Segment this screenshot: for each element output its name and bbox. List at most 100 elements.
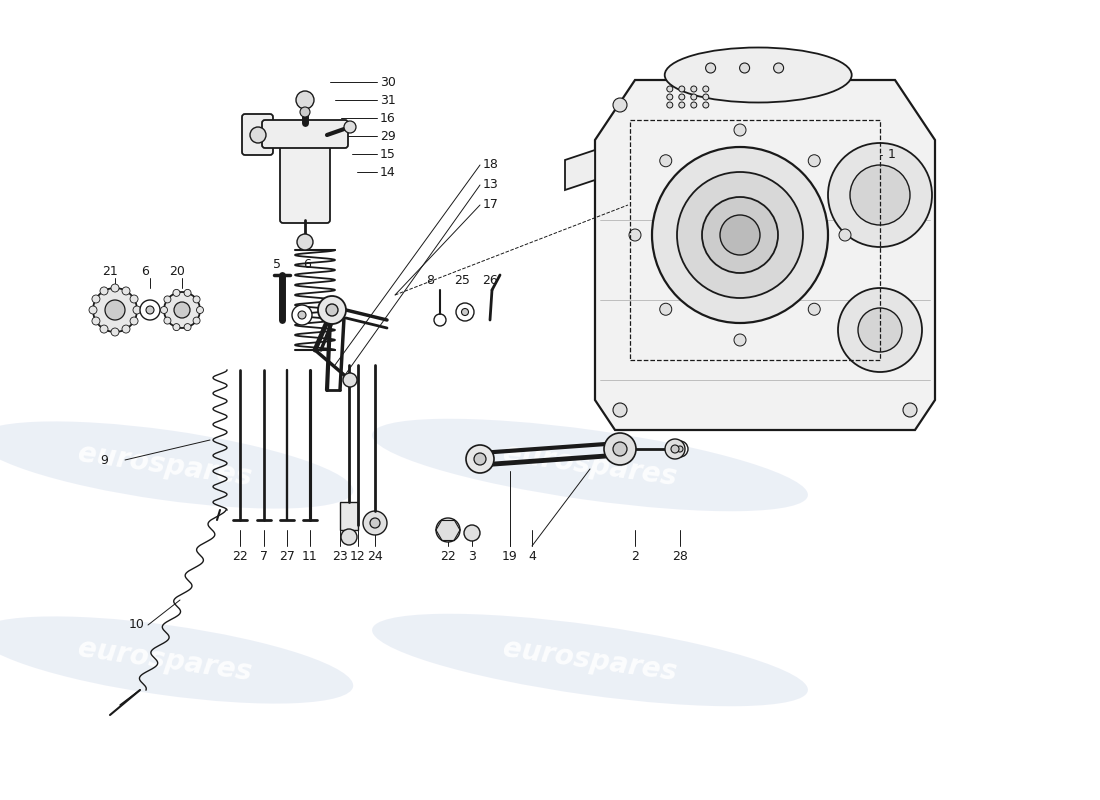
Circle shape: [146, 306, 154, 314]
Circle shape: [130, 317, 139, 325]
Text: 13: 13: [483, 178, 498, 191]
Text: eurospares: eurospares: [76, 439, 254, 491]
Bar: [340, 502, 358, 530]
Text: 9: 9: [100, 454, 108, 466]
Circle shape: [667, 94, 673, 100]
Text: 15: 15: [379, 147, 396, 161]
Circle shape: [739, 63, 749, 73]
Circle shape: [703, 94, 708, 100]
Circle shape: [100, 287, 108, 295]
Circle shape: [702, 197, 778, 273]
Circle shape: [456, 303, 474, 321]
Circle shape: [858, 308, 902, 352]
Circle shape: [197, 306, 204, 314]
Circle shape: [734, 124, 746, 136]
Text: 4: 4: [528, 550, 536, 563]
Circle shape: [679, 86, 685, 92]
Circle shape: [679, 94, 685, 100]
Circle shape: [613, 403, 627, 417]
Text: 3: 3: [469, 550, 476, 563]
Circle shape: [184, 324, 191, 330]
Circle shape: [92, 317, 100, 325]
Text: 16: 16: [379, 111, 396, 125]
Text: 14: 14: [379, 166, 396, 178]
Circle shape: [292, 305, 312, 325]
Circle shape: [164, 296, 170, 303]
Circle shape: [629, 229, 641, 241]
Circle shape: [691, 94, 696, 100]
Circle shape: [111, 284, 119, 292]
Circle shape: [850, 165, 910, 225]
Text: 5: 5: [273, 258, 280, 271]
Polygon shape: [565, 150, 595, 190]
Circle shape: [297, 234, 313, 250]
Circle shape: [839, 229, 851, 241]
Circle shape: [667, 102, 673, 108]
Circle shape: [326, 304, 338, 316]
Circle shape: [705, 63, 716, 73]
Text: 11: 11: [302, 550, 318, 563]
Circle shape: [672, 441, 688, 457]
Circle shape: [676, 172, 803, 298]
Circle shape: [691, 86, 696, 92]
FancyBboxPatch shape: [280, 137, 330, 223]
Circle shape: [679, 102, 685, 108]
Circle shape: [667, 86, 673, 92]
Circle shape: [318, 296, 346, 324]
Circle shape: [89, 306, 97, 314]
Text: eurospares: eurospares: [502, 634, 679, 686]
Circle shape: [838, 288, 922, 372]
Circle shape: [703, 102, 708, 108]
Circle shape: [703, 86, 708, 92]
Circle shape: [613, 98, 627, 112]
Circle shape: [184, 290, 191, 296]
Circle shape: [173, 290, 180, 296]
Polygon shape: [595, 80, 935, 430]
Circle shape: [122, 325, 130, 333]
Circle shape: [734, 334, 746, 346]
Circle shape: [828, 143, 932, 247]
Ellipse shape: [0, 617, 353, 703]
Circle shape: [122, 287, 130, 295]
Ellipse shape: [664, 47, 851, 102]
Text: 20: 20: [169, 265, 185, 278]
Circle shape: [133, 306, 141, 314]
Circle shape: [363, 511, 387, 535]
Text: 27: 27: [279, 550, 295, 563]
Bar: [630, 120, 880, 360]
Circle shape: [652, 147, 828, 323]
Text: 7: 7: [260, 550, 268, 563]
Text: 17: 17: [483, 198, 499, 211]
Circle shape: [194, 296, 200, 303]
Ellipse shape: [0, 422, 353, 509]
Text: 25: 25: [454, 274, 470, 286]
Text: 28: 28: [672, 550, 688, 563]
Text: eurospares: eurospares: [76, 634, 254, 686]
Ellipse shape: [372, 418, 807, 511]
Circle shape: [660, 303, 672, 315]
Circle shape: [300, 107, 310, 117]
Circle shape: [462, 309, 469, 315]
Circle shape: [161, 306, 167, 314]
Circle shape: [604, 433, 636, 465]
FancyBboxPatch shape: [262, 120, 348, 148]
Circle shape: [808, 303, 821, 315]
Circle shape: [903, 403, 917, 417]
Circle shape: [666, 439, 685, 459]
Circle shape: [94, 288, 138, 332]
Circle shape: [434, 314, 446, 326]
Circle shape: [164, 317, 170, 324]
Text: 26: 26: [482, 274, 498, 286]
Text: 21: 21: [102, 265, 118, 278]
Text: 8: 8: [426, 274, 434, 286]
Circle shape: [130, 295, 139, 303]
Circle shape: [344, 121, 356, 133]
Circle shape: [613, 442, 627, 456]
Circle shape: [773, 63, 783, 73]
Circle shape: [298, 311, 306, 319]
Circle shape: [140, 300, 159, 320]
Circle shape: [296, 91, 314, 109]
Circle shape: [250, 127, 266, 143]
Circle shape: [466, 445, 494, 473]
Text: 22: 22: [232, 550, 248, 563]
